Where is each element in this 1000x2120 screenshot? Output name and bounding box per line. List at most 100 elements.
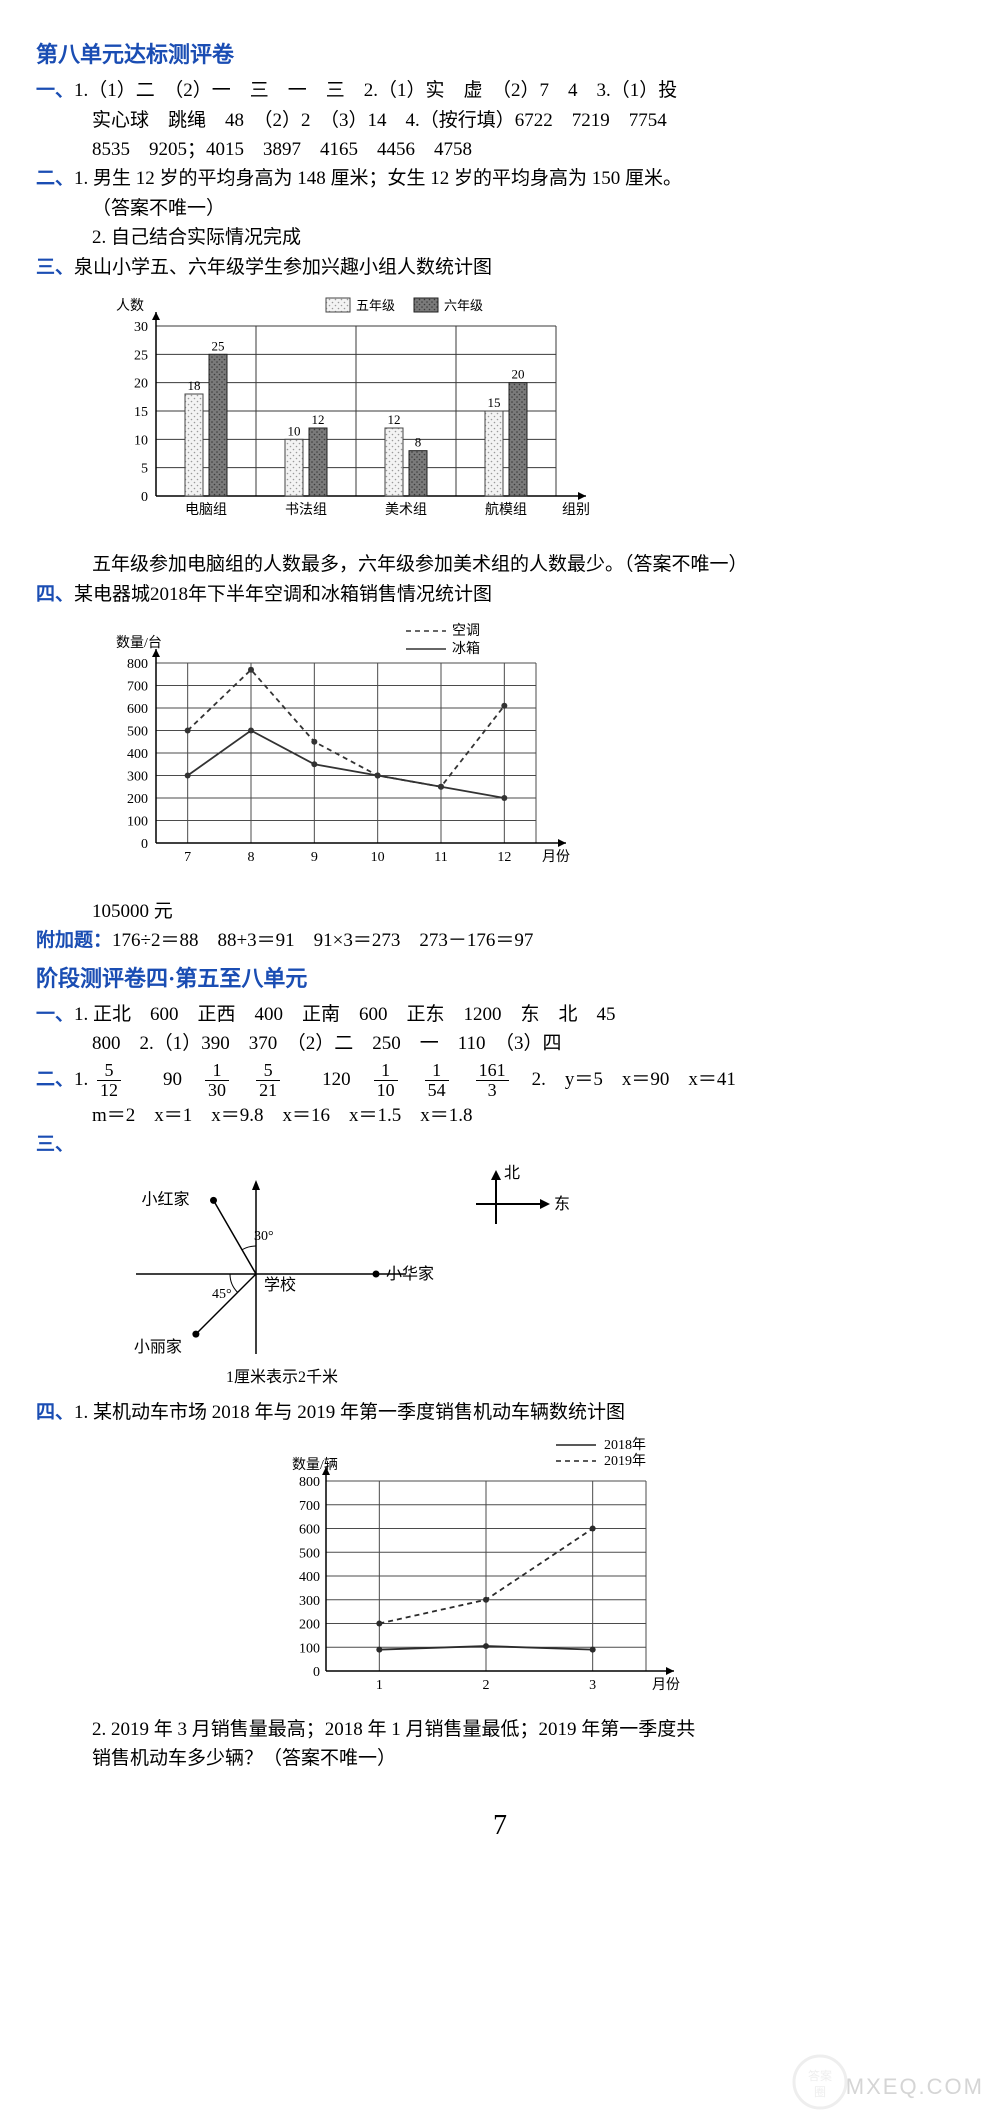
svg-text:答案: 答案 <box>808 2068 832 2083</box>
unit8-title: 第八单元达标测评卷 <box>36 38 964 72</box>
svg-text:25: 25 <box>134 348 148 363</box>
svg-text:0: 0 <box>313 1665 320 1680</box>
s4-q4-txt: 1. 某机动车市场 2018 年与 2019 年第一季度销售机动车辆数统计图 <box>74 1402 625 1423</box>
svg-text:电脑组: 电脑组 <box>185 502 227 518</box>
svg-text:15: 15 <box>134 405 148 420</box>
svg-text:1厘米表示2千米: 1厘米表示2千米 <box>226 1368 338 1386</box>
svg-text:400: 400 <box>127 747 148 762</box>
svg-text:2018年: 2018年 <box>604 1437 646 1453</box>
bar-chart: 人数 五年级 六年级 0 5 10 15 20 25 30 18 25 电脑组 10 12 书法组 12 8 美术组… <box>76 286 964 546</box>
u8-q2-l1-txt: 1. 男生 12 岁的平均身高为 148 厘米；女生 12 岁的平均身高为 15… <box>74 168 682 189</box>
page-number: 7 <box>36 1804 964 1847</box>
s4-q1-l1-txt: 1. 正北 600 正西 400 正南 600 正东 1200 东 北 45 <box>74 1004 616 1025</box>
svg-text:500: 500 <box>127 725 148 740</box>
svg-text:700: 700 <box>127 680 148 695</box>
s4-q4-n1: 2. 2019 年 3 月销售量最高；2018 年 1 月销售量最低；2019 … <box>36 1715 964 1744</box>
u8-q1-l1-txt: 1.（1）二 （2）一 三 一 三 2.（1）实 虚 （2）7 4 3.（1）投 <box>74 80 677 101</box>
line-chart-1: 数量/台空调冰箱01002003004005006007008007891011… <box>76 613 964 893</box>
svg-text:0: 0 <box>141 837 148 852</box>
stage4-title: 阶段测评卷四·第五至八单元 <box>36 962 964 996</box>
s4-q4-title: 四、1. 某机动车市场 2018 年与 2019 年第一季度销售机动车辆数统计图 <box>36 1398 964 1427</box>
svg-text:数量/台: 数量/台 <box>116 635 162 651</box>
svg-text:7: 7 <box>184 850 191 865</box>
u8-q3-title: 三、泉山小学五、六年级学生参加兴趣小组人数统计图 <box>36 253 964 282</box>
svg-text:人数: 人数 <box>116 298 144 314</box>
svg-text:18: 18 <box>188 378 201 393</box>
svg-text:小华家: 小华家 <box>386 1265 434 1283</box>
u8-q2-l1: 二、1. 男生 12 岁的平均身高为 148 厘米；女生 12 岁的平均身高为 … <box>36 164 964 193</box>
svg-text:10: 10 <box>134 433 148 448</box>
svg-text:月份: 月份 <box>652 1677 680 1693</box>
svg-text:2: 2 <box>483 1678 490 1693</box>
u8-q4-txt: 某电器城2018年下半年空调和冰箱销售情况统计图 <box>74 584 492 605</box>
svg-text:月份: 月份 <box>542 849 570 865</box>
u8-q2-l3: 2. 自己结合实际情况完成 <box>36 223 964 252</box>
u8-bonus: 附加题：176÷2＝88 88+3＝91 91×3＝273 273－176＝97 <box>36 926 964 955</box>
svg-text:小红家: 小红家 <box>142 1190 190 1208</box>
svg-text:800: 800 <box>127 657 148 672</box>
svg-text:2019年: 2019年 <box>604 1453 646 1469</box>
svg-text:500: 500 <box>299 1546 320 1561</box>
u8-q2-l2: （答案不唯一） <box>36 194 964 223</box>
s4-q2-l2: m＝2 x＝1 x＝9.8 x＝16 x＝1.5 x＝1.8 <box>36 1101 964 1130</box>
svg-text:30: 30 <box>134 320 148 335</box>
svg-text:300: 300 <box>299 1594 320 1609</box>
svg-text:100: 100 <box>299 1641 320 1656</box>
svg-text:20: 20 <box>512 367 525 382</box>
u8-q3-note: 五年级参加电脑组的人数最多，六年级参加美术组的人数最少。（答案不唯一） <box>36 550 964 579</box>
svg-text:8: 8 <box>248 850 255 865</box>
svg-text:20: 20 <box>134 377 148 392</box>
svg-text:5: 5 <box>141 462 148 477</box>
svg-text:1: 1 <box>376 1678 383 1693</box>
s4-q2-l1: 二、1. 512 90 130 521 120 110 154 1613 2. … <box>36 1059 964 1101</box>
u8-bonus-txt: 176÷2＝88 88+3＝91 91×3＝273 273－176＝97 <box>112 930 533 951</box>
u8-q1-l2: 实心球 跳绳 48 （2）2 （3）14 4.（按行填）6722 7219 77… <box>36 106 964 135</box>
svg-text:25: 25 <box>212 338 225 353</box>
svg-text:9: 9 <box>311 850 318 865</box>
line-chart-2: 2018年2019年数量/辆01002003004005006007008001… <box>256 1431 964 1711</box>
s4-q3: 三、 <box>36 1130 964 1159</box>
line-chart-value: 105000 元 <box>36 897 964 926</box>
s4-q4-n2: 销售机动车多少辆？（答案不唯一） <box>36 1744 964 1773</box>
svg-text:45°: 45° <box>212 1287 232 1302</box>
svg-text:100: 100 <box>127 815 148 830</box>
svg-text:学校: 学校 <box>264 1276 296 1294</box>
svg-text:书法组: 书法组 <box>285 502 327 518</box>
svg-text:300: 300 <box>127 770 148 785</box>
svg-text:航模组: 航模组 <box>485 502 527 518</box>
svg-text:北: 北 <box>504 1164 520 1182</box>
svg-text:空调: 空调 <box>452 623 480 639</box>
svg-text:0: 0 <box>141 490 148 505</box>
svg-text:30°: 30° <box>254 1229 274 1244</box>
svg-text:小丽家: 小丽家 <box>134 1338 182 1356</box>
s4-q1-l2: 800 2.（1）390 370 （2）二 250 一 110 （3）四 <box>36 1029 964 1058</box>
svg-text:12: 12 <box>497 850 511 865</box>
svg-text:600: 600 <box>127 702 148 717</box>
watermark-badge: 答案 圈 <box>790 2052 850 2112</box>
svg-text:12: 12 <box>388 412 401 427</box>
u8-q3-txt: 泉山小学五、六年级学生参加兴趣小组人数统计图 <box>74 257 492 278</box>
svg-text:六年级: 六年级 <box>444 298 483 313</box>
svg-text:冰箱: 冰箱 <box>452 641 480 657</box>
u8-q4-title: 四、某电器城2018年下半年空调和冰箱销售情况统计图 <box>36 580 964 609</box>
svg-text:10: 10 <box>288 423 301 438</box>
svg-text:11: 11 <box>434 850 447 865</box>
svg-text:数量/辆: 数量/辆 <box>292 1457 338 1473</box>
svg-text:400: 400 <box>299 1570 320 1585</box>
s4-q1-l1: 一、1. 正北 600 正西 400 正南 600 正东 1200 东 北 45 <box>36 1000 964 1029</box>
svg-text:3: 3 <box>589 1678 596 1693</box>
svg-text:700: 700 <box>299 1499 320 1514</box>
svg-text:12: 12 <box>312 412 325 427</box>
svg-text:圈: 圈 <box>814 2085 826 2099</box>
svg-text:200: 200 <box>299 1617 320 1632</box>
svg-text:15: 15 <box>488 395 501 410</box>
direction-diagram: 北东学校小红家30°小丽家45°小华家1厘米表示2千米 <box>76 1164 964 1394</box>
svg-text:600: 600 <box>299 1522 320 1537</box>
svg-text:美术组: 美术组 <box>385 502 427 518</box>
svg-text:五年级: 五年级 <box>356 298 395 313</box>
u8-q1-l3: 8535 9205；4015 3897 4165 4456 4758 <box>36 135 964 164</box>
watermark: MXEQ.COM <box>846 2070 984 2104</box>
svg-text:200: 200 <box>127 792 148 807</box>
u8-q1-l1: 一、1.（1）二 （2）一 三 一 三 2.（1）实 虚 （2）7 4 3.（1… <box>36 76 964 105</box>
svg-text:8: 8 <box>415 435 422 450</box>
